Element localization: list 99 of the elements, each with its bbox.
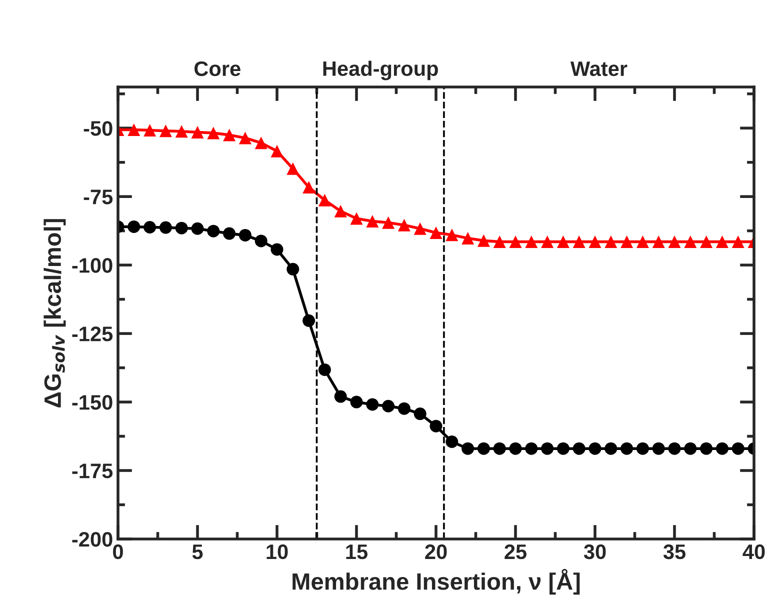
point [700, 442, 713, 455]
point [302, 314, 316, 327]
point [128, 220, 140, 233]
point [430, 226, 442, 239]
point [525, 236, 538, 248]
point [254, 234, 268, 248]
y-tick-label: -125 [72, 326, 113, 342]
point [382, 400, 395, 412]
point [334, 390, 347, 403]
x-tick-label: 40 [742, 544, 765, 560]
point [286, 162, 300, 175]
point [238, 132, 252, 144]
text: Head-group [323, 60, 438, 80]
point [191, 222, 204, 235]
point [175, 125, 188, 138]
x-tick-label: 30 [584, 544, 606, 560]
point [652, 442, 665, 455]
point [509, 236, 522, 248]
point [286, 262, 300, 276]
point [477, 234, 490, 247]
y-tick-label: -150 [72, 395, 112, 410]
point [430, 420, 442, 432]
point [604, 236, 618, 248]
y-axis-title: ΔG$_{solv}$ [kcal/mol] [44, 219, 66, 408]
point [588, 442, 602, 455]
point [254, 136, 268, 150]
point [350, 396, 363, 408]
point [684, 442, 697, 455]
point [366, 398, 379, 411]
point [620, 442, 634, 455]
point [334, 204, 347, 218]
point [493, 236, 506, 248]
point [462, 232, 474, 244]
point [732, 442, 744, 455]
point [414, 222, 426, 235]
point [604, 442, 618, 455]
point [382, 216, 395, 229]
point [620, 236, 634, 248]
y-tick-label: -175 [72, 464, 113, 478]
point [366, 214, 379, 228]
text: Core [194, 61, 240, 76]
point [207, 126, 220, 140]
point [684, 236, 697, 248]
y-tick-label: -75 [84, 190, 113, 204]
point [446, 228, 458, 242]
point [238, 228, 252, 242]
x-tick-label: 10 [266, 544, 288, 560]
point [270, 144, 284, 158]
point [159, 221, 172, 234]
point [223, 227, 236, 240]
point [350, 212, 363, 225]
point [700, 236, 713, 248]
point [541, 236, 554, 248]
point [446, 436, 458, 448]
point [493, 442, 506, 455]
text: Water [570, 62, 628, 76]
point [175, 222, 188, 234]
x-tick-label: 0 [113, 544, 123, 560]
point [398, 402, 410, 415]
point [462, 442, 474, 455]
point [525, 442, 538, 455]
x-axis-title: Membrane Insertion, ν [Å] [292, 568, 580, 595]
point [509, 442, 522, 455]
point [144, 221, 156, 234]
point [318, 194, 331, 206]
point [572, 442, 586, 455]
point [556, 442, 570, 455]
point [318, 363, 331, 376]
point [191, 126, 204, 138]
point [414, 408, 426, 420]
point [668, 236, 681, 248]
point [477, 442, 490, 455]
x-tick-label: 20 [425, 544, 447, 560]
point [270, 243, 284, 256]
point [207, 224, 220, 238]
y-tick-label: -200 [72, 532, 112, 547]
x-tick-label: 5 [192, 544, 203, 560]
point [588, 236, 602, 248]
point [556, 236, 570, 248]
point [716, 442, 728, 455]
y-tick-label: -50 [84, 121, 112, 136]
point [144, 124, 156, 137]
point [716, 236, 728, 248]
point [732, 236, 744, 248]
point [159, 124, 172, 138]
y-tick-label: -100 [72, 258, 112, 273]
point [652, 236, 665, 248]
x-tick-label: 35 [663, 544, 686, 560]
point [223, 128, 236, 142]
point [636, 236, 649, 248]
x-tick-label: 25 [504, 544, 527, 560]
x-tick-label: 15 [346, 544, 368, 560]
point [572, 236, 586, 248]
point [541, 442, 554, 455]
point [668, 442, 681, 455]
point [302, 181, 316, 194]
point [398, 218, 410, 232]
point [636, 442, 649, 455]
point [128, 123, 140, 136]
